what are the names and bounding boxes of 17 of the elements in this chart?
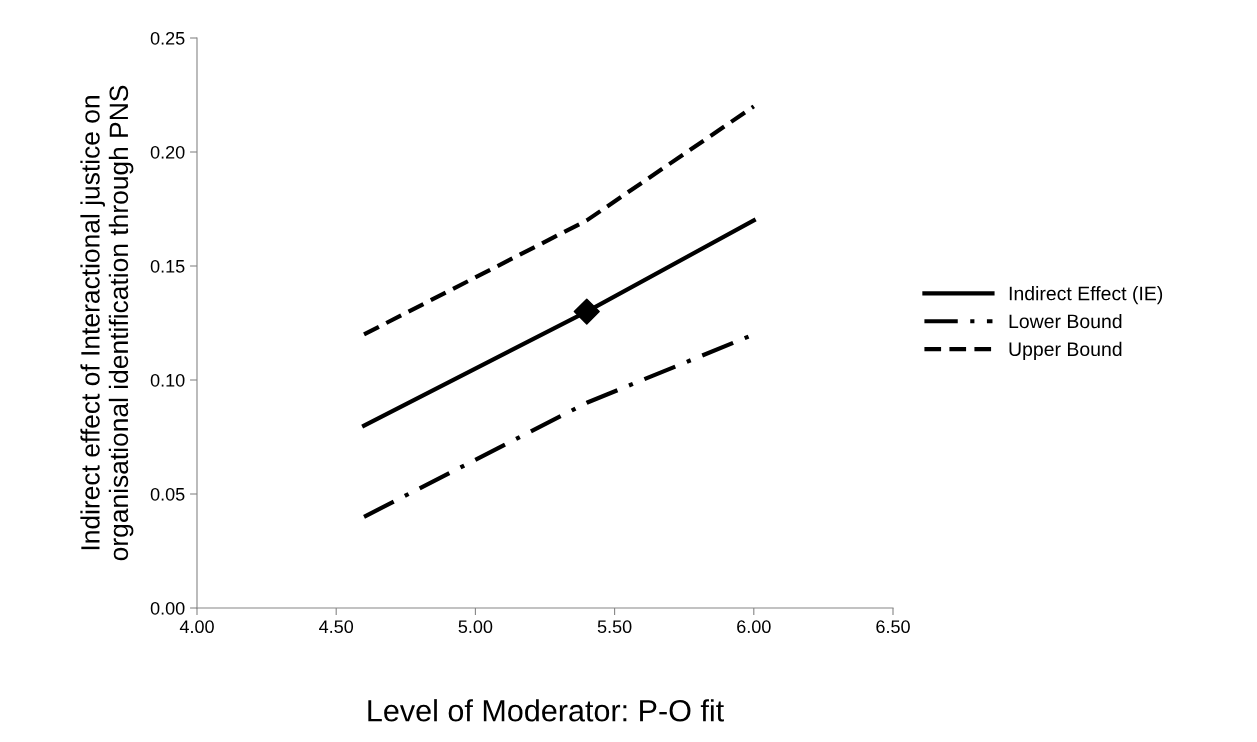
y-tick-label: 0.15 (150, 259, 185, 273)
x-tick-label: 4.50 (319, 620, 354, 634)
x-tick-label: 4.00 (179, 620, 214, 634)
legend-label: Indirect Effect (IE) (1009, 286, 1163, 305)
x-tick-label: 6.50 (876, 620, 910, 634)
y-tick-label: 0.20 (150, 145, 185, 159)
x-axis-title: Level of Moderator: P-O fit (368, 699, 724, 722)
legend-label: Lower Bound (1009, 313, 1122, 329)
y-tick-label: 0.25 (150, 31, 185, 45)
legend-label: Upper Bound (1009, 341, 1122, 360)
y-tick-label: 0.10 (150, 373, 185, 387)
y-tick-label: 0.05 (150, 487, 185, 501)
x-tick-label: 6.00 (737, 620, 771, 634)
y-axis-title: Indirect effect of Interactional justice on organisational identification through PNS (80, 85, 134, 561)
x-tick-label: 5.50 (597, 620, 632, 634)
x-tick-label: 5.00 (458, 620, 493, 634)
y-tick-label: 0.00 (150, 601, 185, 615)
